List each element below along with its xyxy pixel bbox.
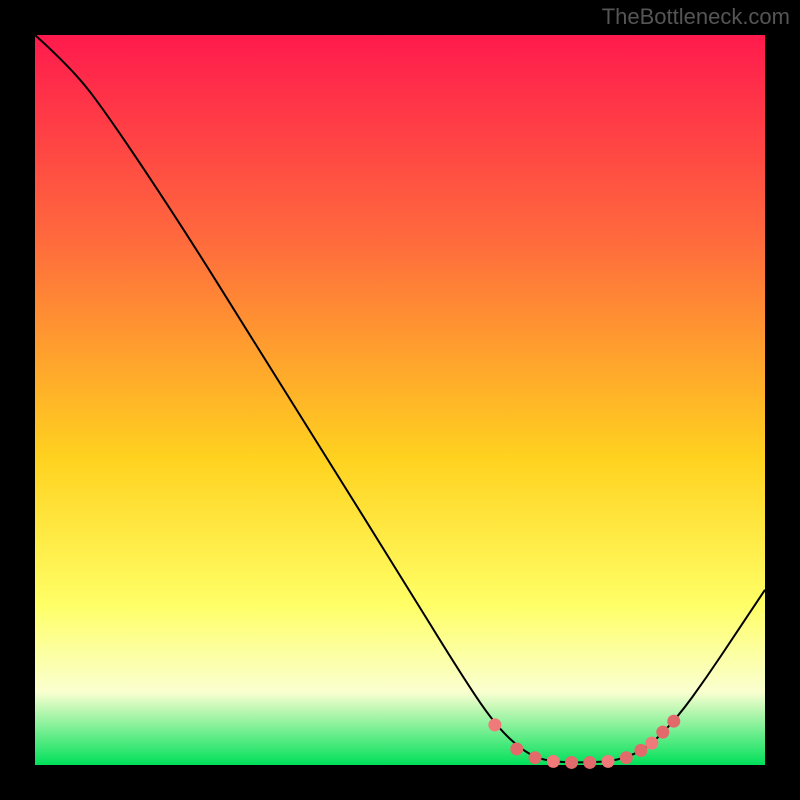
optimal-marker (547, 755, 560, 768)
optimal-marker (656, 726, 669, 739)
watermark-text: TheBottleneck.com (602, 4, 790, 30)
bottleneck-chart (0, 0, 800, 800)
optimal-marker (488, 718, 501, 731)
optimal-marker (510, 742, 523, 755)
optimal-marker (583, 756, 596, 769)
optimal-marker (529, 751, 542, 764)
optimal-marker (634, 744, 647, 757)
optimal-marker (602, 755, 615, 768)
optimal-marker (565, 756, 578, 769)
optimal-marker (620, 751, 633, 764)
optimal-marker (667, 715, 680, 728)
optimal-marker (645, 737, 658, 750)
plot-background (35, 35, 765, 765)
